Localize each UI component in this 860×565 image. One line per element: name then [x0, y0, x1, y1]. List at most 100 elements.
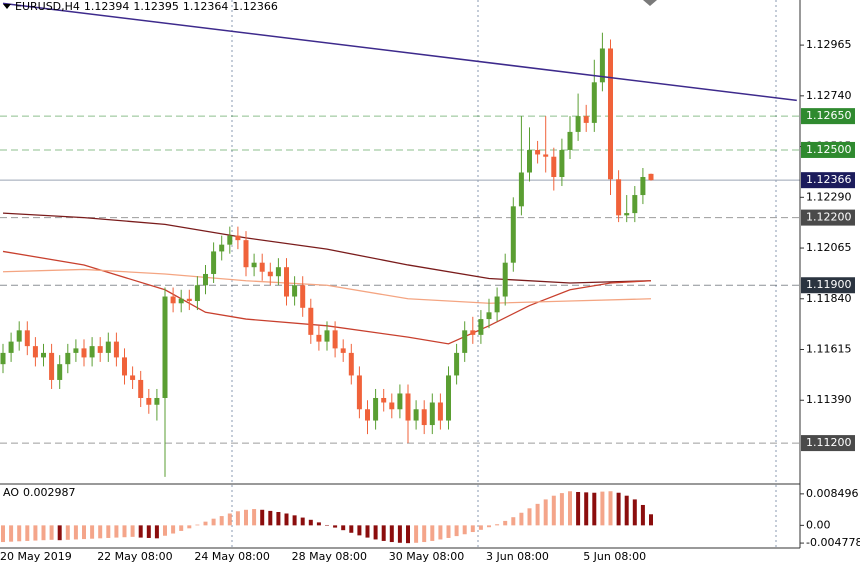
- ao-bar: [211, 518, 216, 526]
- indicator-name: AO: [3, 486, 19, 499]
- candles: [0, 32, 654, 544]
- level-label: 1.12500: [806, 143, 852, 156]
- y-tick-label: 1.12290: [806, 190, 852, 203]
- ao-bar: [114, 525, 119, 538]
- candle-body: [284, 267, 289, 297]
- ao-bar: [373, 525, 378, 540]
- ao-bar: [260, 509, 265, 526]
- candle-body: [81, 348, 87, 358]
- ao-bar: [98, 525, 103, 539]
- axis: 1.129651.127401.125151.122901.120651.118…: [0, 38, 860, 563]
- ao-bar: [357, 525, 362, 536]
- candle-body: [32, 346, 38, 358]
- header-open: 1.12394: [84, 0, 130, 13]
- ao-bar: [608, 491, 613, 526]
- ao-bar: [316, 522, 321, 526]
- ao-bar: [1, 525, 5, 543]
- candle-body: [559, 149, 565, 178]
- ao-bar: [333, 525, 338, 528]
- ao-bar: [57, 525, 62, 541]
- ao-bar: [527, 508, 532, 526]
- candle-body: [567, 131, 573, 150]
- ao-bar: [252, 509, 257, 526]
- ao-bar: [292, 515, 297, 526]
- candle-body: [308, 307, 314, 335]
- ao-bar: [649, 514, 653, 526]
- ao-bar: [41, 525, 46, 541]
- ao-bar: [551, 495, 556, 526]
- candle-body: [381, 397, 387, 403]
- ao-bar: [406, 525, 410, 544]
- ao-bar: [219, 516, 224, 526]
- ao-bar: [179, 525, 184, 531]
- candle-body: [624, 213, 630, 216]
- candle-body: [300, 285, 306, 308]
- candle-body: [599, 48, 605, 83]
- ao-bar: [365, 525, 370, 538]
- last-price-box: [801, 172, 855, 189]
- candle-body: [316, 334, 322, 342]
- ao-bar: [195, 524, 200, 526]
- indicator-line: [2, 2, 797, 102]
- x-tick-label: 30 May 08:00: [389, 550, 464, 563]
- ao-bar: [381, 525, 386, 541]
- candle-body: [203, 273, 208, 286]
- y-tick-label: 1.12740: [806, 89, 852, 102]
- candle-body: [340, 348, 346, 353]
- candle-body: [608, 48, 613, 180]
- candle-body: [421, 409, 427, 426]
- ao-bar: [511, 517, 516, 526]
- level-label: 1.11900: [806, 278, 852, 291]
- y-tick-label: 1.12065: [806, 241, 852, 254]
- symbol: EURUSD,H4: [15, 0, 80, 13]
- ao-bar: [422, 525, 427, 543]
- ao-bar: [576, 491, 581, 526]
- candle-body: [413, 409, 419, 421]
- ao-bar: [632, 499, 637, 526]
- ao-bar: [592, 492, 597, 526]
- ao-bar: [600, 491, 605, 526]
- candle-body: [186, 298, 192, 302]
- candle-body: [113, 341, 119, 358]
- candle-body: [0, 352, 6, 365]
- candle-body: [389, 402, 395, 410]
- candle-body: [551, 156, 557, 178]
- candle-body: [267, 271, 273, 277]
- candle-body: [494, 296, 500, 313]
- ao-bar: [146, 525, 151, 538]
- level-label-box: [801, 108, 855, 125]
- candle-body: [518, 172, 524, 207]
- ao-bar: [171, 525, 176, 534]
- ao-bar: [130, 525, 135, 537]
- candle-body: [89, 346, 95, 358]
- last-price-label: 1.12366: [806, 173, 852, 186]
- x-tick-label: 22 May 08:00: [97, 550, 172, 563]
- indicator-header: AO 0.002987: [3, 486, 76, 499]
- ao-bar: [82, 525, 86, 540]
- ao-bar: [584, 492, 589, 526]
- candle-body: [632, 195, 638, 214]
- y-tick-label: 0.00: [806, 518, 831, 531]
- candle-body: [275, 267, 281, 277]
- ao-bar: [478, 525, 483, 530]
- ao-bar: [470, 525, 475, 533]
- ao-bar: [624, 495, 629, 526]
- ao-bar: [397, 525, 402, 543]
- x-tick-label: 20 May 2019: [0, 550, 72, 563]
- ao-bar: [543, 499, 548, 526]
- candle-body: [535, 149, 541, 155]
- candle-body: [640, 177, 646, 196]
- ao-bar: [227, 513, 232, 526]
- ao-bar: [640, 504, 645, 526]
- ao-bar: [325, 524, 329, 526]
- candle-body: [373, 397, 379, 421]
- ao-bar: [616, 492, 621, 526]
- candle-body: [227, 235, 233, 245]
- candle-body: [178, 298, 184, 304]
- ao-bar: [487, 525, 491, 528]
- chart-header: EURUSD,H4 1.12394 1.12395 1.12364 1.12366: [15, 0, 278, 13]
- level-label: 1.12650: [806, 109, 852, 122]
- candle-body: [510, 206, 516, 263]
